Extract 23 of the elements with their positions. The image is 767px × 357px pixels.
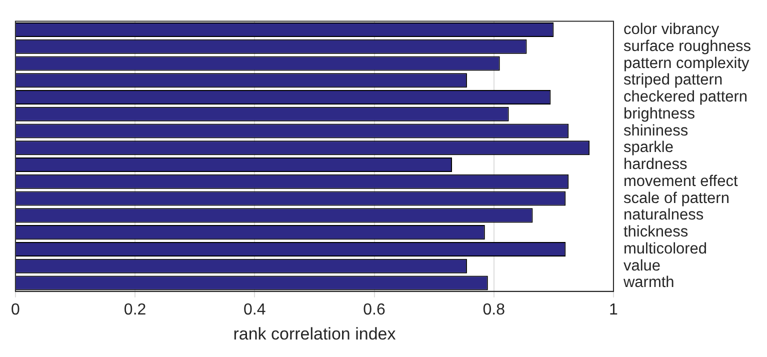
y-tick-label: value [623,257,661,274]
x-tick-label: 0.4 [244,301,266,318]
x-tick-label: 0.8 [482,301,506,318]
y-tick-label: warmth [622,274,674,292]
y-tick-label: striped pattern [623,72,723,89]
y-tick-label: movement effect [623,172,738,190]
x-axis-title: rank correlation index [233,324,396,344]
y-tick-label: multicolored [623,240,708,258]
y-tick-label: brightness [623,105,696,122]
y-tick-label: sparkle [623,139,674,156]
y-tick-label: naturalness [623,206,704,224]
x-tick-label: 0 [10,301,20,318]
y-tick-label: surface roughness [623,38,752,55]
y-tick-label: shininess [623,122,688,140]
y-tick-label: scale of pattern [623,190,730,207]
y-tick-label: thickness [623,224,688,241]
x-tick-label: 0.2 [124,301,146,318]
x-tick-label: 1 [609,301,618,318]
y-tick-label: hardness [623,156,688,174]
y-tick-label: pattern complexity [623,54,750,72]
y-tick-label: checkered pattern [623,88,748,106]
y-tick-label: color vibrancy [623,21,720,38]
x-tick-label: 0.6 [363,301,386,318]
